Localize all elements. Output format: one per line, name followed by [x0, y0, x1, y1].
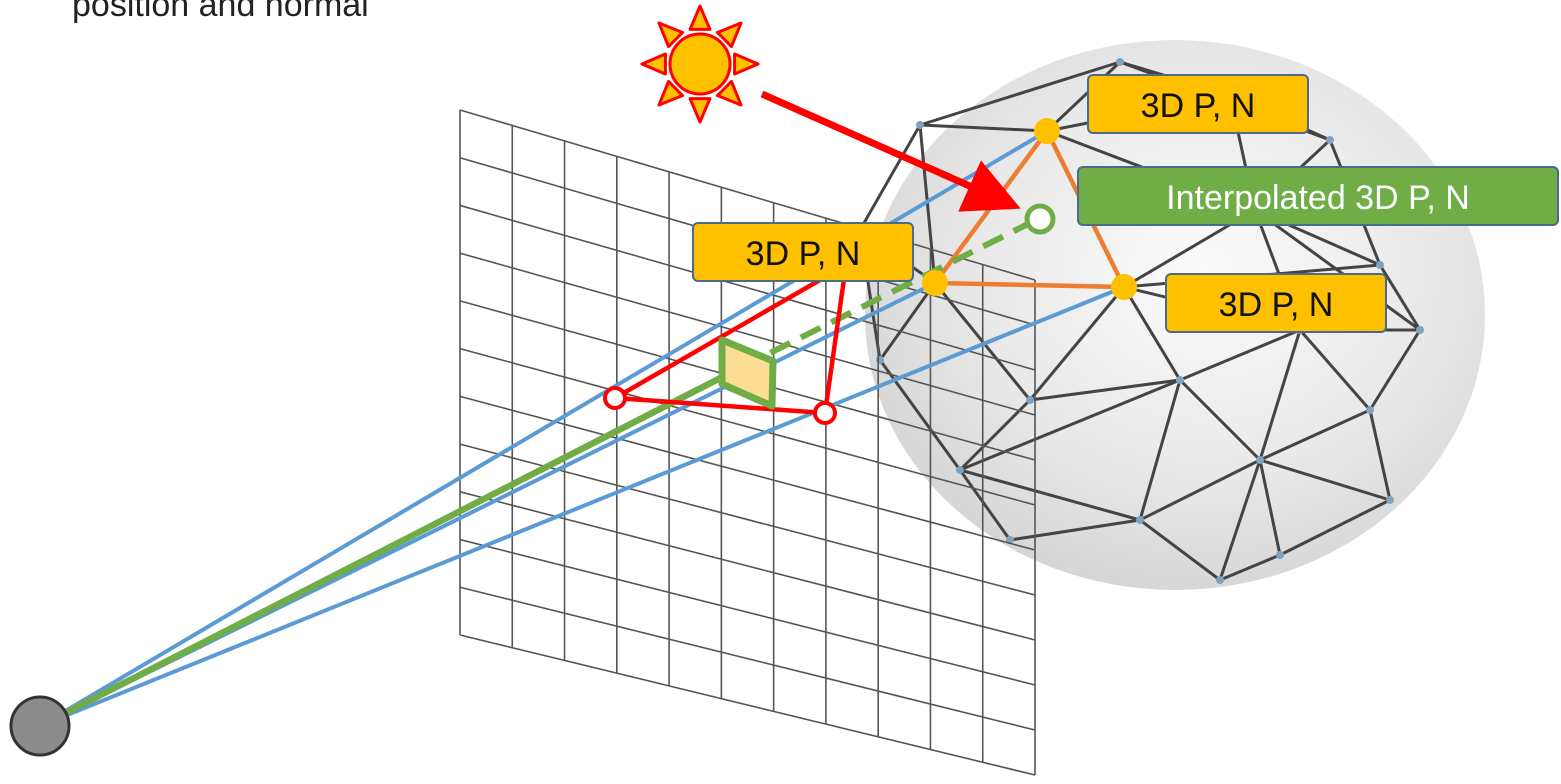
mesh-node — [1136, 516, 1144, 524]
label-vertex-left: 3D P, N — [692, 222, 914, 282]
mesh-edge — [1045, 60, 1122, 133]
sun-ray — [688, 4, 712, 31]
vertex-right — [1111, 274, 1137, 300]
mesh-edge — [1259, 408, 1371, 462]
mesh-node — [1376, 261, 1384, 269]
highlighted-pixel — [718, 336, 777, 410]
mesh-node — [1326, 136, 1334, 144]
camera-eye-icon — [9, 695, 71, 757]
mesh-edge — [958, 469, 1012, 541]
mesh-node — [956, 466, 964, 474]
mesh-edge — [959, 378, 1181, 472]
mesh-edge — [919, 123, 1048, 133]
projected-vertex-left — [603, 386, 627, 410]
interpolated-point — [1024, 203, 1056, 235]
vertex-top — [1034, 118, 1060, 144]
mesh-edge — [878, 282, 937, 361]
sun-ray — [657, 79, 685, 107]
label-vertex-top: 3D P, N — [1087, 74, 1309, 134]
projected-vertex-right — [813, 401, 837, 425]
grid-line — [459, 491, 1036, 641]
vertex-left — [922, 270, 948, 296]
grid-line — [459, 204, 1036, 371]
mesh-node — [1256, 456, 1264, 464]
label-interpolated: Interpolated 3D P, N — [1077, 166, 1559, 226]
mesh-edge — [1258, 329, 1302, 461]
mesh-edge — [1138, 379, 1182, 521]
mesh-edge — [1218, 459, 1262, 581]
sun-ray — [640, 52, 667, 76]
mesh-node — [1116, 58, 1124, 66]
mesh-node — [1386, 496, 1394, 504]
grid-line — [459, 634, 1036, 776]
mesh-node — [1176, 376, 1184, 384]
grid-line — [459, 109, 1036, 281]
sun-ray — [715, 79, 743, 107]
mesh-edge — [1009, 518, 1141, 542]
mesh-edge — [1139, 458, 1261, 522]
mesh-node — [876, 356, 884, 364]
mesh-edge — [1298, 329, 1372, 411]
grid-line — [459, 347, 1036, 506]
mesh-edge — [1179, 328, 1301, 382]
mesh-node — [916, 121, 924, 129]
mesh-node — [1276, 551, 1284, 559]
projected-triangle — [607, 260, 849, 416]
mesh-edge — [1219, 553, 1281, 582]
mesh-edge — [1368, 409, 1392, 501]
sun-icon — [640, 4, 760, 124]
mesh-edge — [918, 124, 937, 284]
mesh-edge — [1254, 208, 1421, 332]
grid-line — [459, 252, 1036, 416]
light-ray-arrow — [760, 90, 1021, 212]
sun-ray — [688, 97, 712, 124]
pixel-ray — [38, 365, 742, 729]
mesh-node — [1026, 396, 1034, 404]
sun-ray — [733, 52, 760, 76]
mesh-edge — [1029, 378, 1181, 402]
mesh-edge — [1139, 518, 1221, 582]
mesh-edge — [959, 468, 1141, 522]
mesh-edge — [1258, 459, 1282, 556]
sun-disc — [668, 32, 732, 96]
mesh-edge — [958, 398, 1032, 472]
mesh-edge — [1378, 264, 1422, 331]
mesh-edge — [1122, 286, 1182, 381]
mesh-edge — [919, 60, 1121, 127]
mesh-edge — [858, 124, 922, 231]
mesh-edge — [1259, 458, 1391, 502]
ray-to-right-vertex — [39, 285, 1125, 728]
pixel-ray-dashed — [738, 216, 1040, 371]
heading-text: position and normal — [72, 0, 369, 24]
sun-ray — [715, 21, 743, 49]
mesh-edge — [1368, 329, 1422, 411]
mesh-node — [1416, 326, 1424, 334]
mesh-node — [1216, 576, 1224, 584]
mesh-edge — [1028, 286, 1126, 401]
mesh-edge — [1279, 498, 1391, 557]
grid-line — [459, 586, 1036, 731]
sun-ray — [657, 21, 685, 49]
mesh-node — [1366, 406, 1374, 414]
mesh-edge — [1178, 378, 1262, 462]
triangle-vertices — [922, 118, 1137, 300]
label-vertex-right: 3D P, N — [1165, 273, 1387, 333]
grid-line — [459, 538, 1036, 686]
